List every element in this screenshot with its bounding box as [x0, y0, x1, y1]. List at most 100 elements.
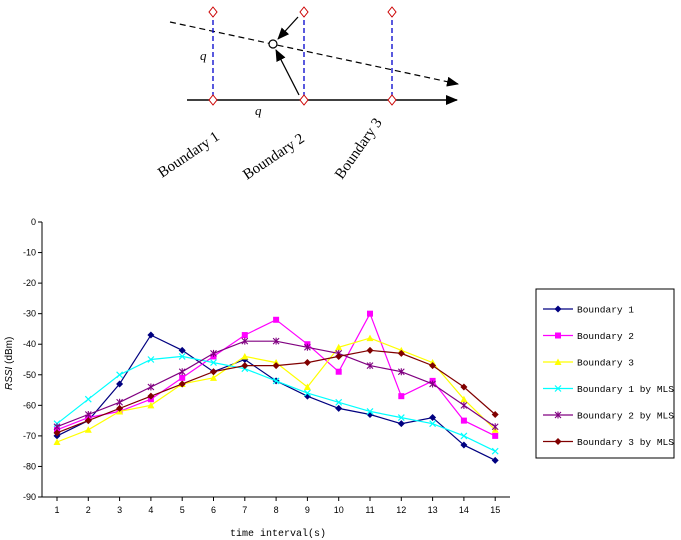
data-point: [241, 352, 249, 360]
legend-label: Boundary 3: [577, 358, 634, 369]
data-point: [429, 414, 437, 422]
y-axis-title-unit: (dBm): [4, 337, 15, 367]
data-point: [366, 362, 374, 370]
data-point: [397, 414, 405, 421]
x-tick-label: 9: [305, 505, 310, 515]
data-point: [366, 334, 374, 342]
q-label-vertical: q: [200, 48, 207, 63]
legend-swatch-marker: [555, 332, 561, 339]
data-point: [147, 392, 155, 400]
data-point: [460, 417, 467, 424]
boundary-3-bottom-marker: [387, 94, 397, 106]
data-point: [178, 368, 186, 376]
series-6: [53, 346, 499, 437]
y-tick-label: -20: [23, 278, 36, 288]
arrow-from-boundary-2-top: [277, 16, 299, 40]
y-ticks: 0 -10 -20 -30 -40 -50 -60 -70 -80 -90: [23, 217, 42, 502]
data-point: [147, 356, 155, 363]
legend-item: Boundary 1 by MLS: [543, 384, 674, 395]
y-tick-label: -50: [23, 370, 36, 380]
boundary-2-top-marker: [299, 6, 309, 18]
data-point: [460, 395, 468, 403]
data-point: [272, 337, 280, 345]
data-point: [210, 374, 217, 381]
data-point: [429, 380, 436, 388]
data-point: [116, 380, 124, 388]
boundary-3-label: Boundary 3: [332, 115, 385, 182]
data-point: [460, 401, 468, 409]
legend-label: Boundary 2: [577, 331, 634, 342]
legend-items: Boundary 1 Boundary 2 Boundary 3 Boundary 1…: [543, 305, 674, 448]
x-ticks: 1 2 3 4 5 6 7 8 9 10 11 12 13 14 15: [54, 497, 500, 515]
legend: Boundary 1 Boundary 2 Boundary 3 Boundary 1…: [535, 288, 675, 459]
legend-item: Boundary 2: [543, 331, 634, 342]
legend-item: Boundary 3 by MLS: [543, 437, 674, 448]
x-tick-label: 8: [274, 505, 279, 515]
legend-item: Boundary 2 by MLS: [543, 411, 674, 422]
boundary-1-label: Boundary 1: [155, 129, 222, 182]
data-point: [147, 383, 155, 391]
y-tick-label: -60: [23, 400, 36, 410]
data-point: [84, 395, 92, 403]
x-tick-label: 11: [365, 505, 374, 515]
data-point: [460, 432, 468, 440]
data-point: [178, 346, 186, 354]
data-point: [53, 429, 61, 437]
data-point: [84, 426, 92, 433]
legend-swatch-marker: [554, 305, 562, 313]
boundary-1-bottom-marker: [208, 94, 218, 106]
data-point: [367, 310, 373, 317]
y-axis-title-italic: RSSI: [4, 366, 15, 390]
data-point: [84, 411, 92, 418]
data-point: [272, 362, 280, 370]
x-tick-label: 5: [180, 505, 185, 515]
legend-label: Boundary 3 by MLS: [577, 437, 674, 448]
x-tick-label: 10: [334, 505, 344, 515]
x-tick-label: 12: [396, 505, 406, 515]
data-point: [492, 432, 499, 439]
x-tick-label: 2: [86, 505, 91, 515]
data-point: [303, 389, 311, 397]
data-point: [178, 380, 186, 388]
y-tick-label: -70: [23, 431, 36, 441]
data-point: [116, 398, 123, 406]
data-point: [179, 374, 186, 381]
boundary-2-label: Boundary 2: [240, 131, 307, 184]
legend-swatch-marker: [554, 358, 562, 365]
data-point: [303, 359, 311, 367]
data-point: [272, 377, 280, 385]
data-point: [491, 447, 499, 455]
y-tick-label: -30: [23, 309, 36, 319]
data-point: [491, 411, 499, 418]
data-point: [397, 368, 405, 376]
y-tick-label: -80: [23, 461, 36, 471]
data-point: [366, 346, 374, 354]
data-point: [210, 368, 217, 376]
data-point: [53, 423, 61, 431]
data-point: [460, 441, 468, 449]
arrow-from-boundary-2-bottom: [275, 49, 300, 96]
q-label-horizontal: q: [255, 103, 262, 118]
data-point: [397, 349, 405, 357]
data-point: [335, 404, 343, 412]
data-point: [398, 393, 405, 400]
data-point: [304, 343, 311, 351]
data-point: [335, 398, 343, 406]
series-line: [56, 334, 496, 461]
data-point: [335, 352, 343, 360]
series-1: [53, 331, 499, 464]
legend-swatch-marker: [554, 411, 562, 419]
series-3: [53, 334, 499, 445]
boundary-1-top-marker: [208, 6, 218, 18]
boundary-diagram: q q Boundary 1 Boundary 2 Boundary 3: [155, 6, 459, 184]
y-tick-label: 0: [31, 217, 36, 227]
data-point: [303, 383, 311, 390]
data-point: [397, 420, 405, 428]
dashed-trajectory-arrow: [169, 21, 459, 87]
x-tick-label: 15: [490, 505, 500, 515]
data-point: [241, 337, 249, 345]
y-tick-label: -40: [23, 339, 36, 349]
legend-item: Boundary 1: [543, 305, 634, 316]
legend-label: Boundary 1: [577, 305, 634, 316]
